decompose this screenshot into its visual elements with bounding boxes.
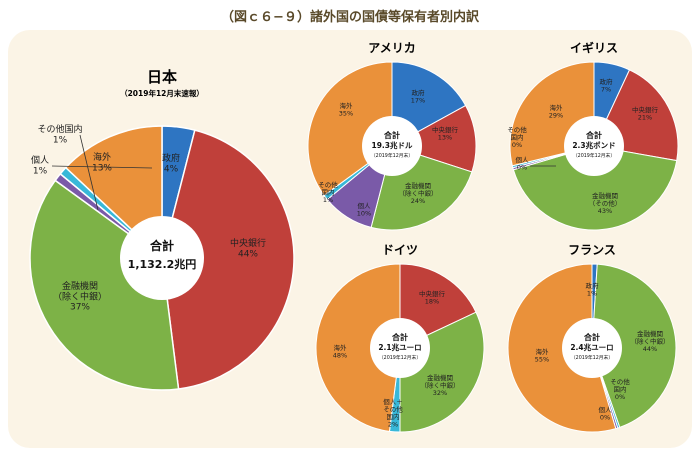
slice-label-central: 中央銀行 13% [432, 125, 459, 141]
donut-hole [362, 116, 422, 176]
donut-hole [370, 318, 430, 378]
slice-label-financial: 金融機関（その他） 43% [589, 191, 622, 215]
pie-slice-financial [29, 179, 180, 391]
chart-title: イギリス [570, 40, 618, 55]
slice-label-gov: 政府 1% [586, 281, 600, 297]
total-label: 合計 [585, 130, 602, 140]
total-value: 2.3兆ポンド [572, 140, 615, 150]
slice-label-central: 中央銀行 18% [419, 289, 446, 305]
donut-hole [120, 216, 204, 300]
pie-chart-3: 中央銀行 18% 金融機関（除く中銀） 32% 個人＋その他国内 2% 海外 48% ドイツ合計… [315, 243, 485, 433]
slice-label-gov: 政府 7% [600, 77, 614, 93]
slice-label-individual: 個人 0% [599, 405, 613, 421]
total-label: 合計 [150, 238, 174, 253]
slice-label-gov: 政府 4% [162, 152, 180, 174]
total-value: 19.3兆ドル [371, 140, 413, 150]
slice-label-financial: 金融機関（除く中銀） 24% [399, 181, 438, 205]
leader-line-individual [51, 165, 153, 169]
slice-label-financial: 金融機関（除く中銀） 44% [631, 329, 670, 353]
pie-slice-financial [512, 145, 678, 231]
slice-label-individual: 個人 1% [31, 154, 49, 176]
pie-chart-2: 政府 7% 中央銀行 21% 金融機関（その他） 43% 個人 0% その他国内 0% 海外 29% イ… [507, 40, 679, 231]
total-value: 2.4兆ユーロ [570, 342, 613, 352]
pie-slice-foreign [315, 263, 401, 432]
total-label: 合計 [383, 130, 400, 140]
chart-title: フランス [568, 243, 616, 257]
slice-label-financial: 金融機関（除く中銀） 37% [53, 280, 107, 313]
donut-hole [564, 116, 624, 176]
slice-label-foreign: 海外 13% [92, 151, 112, 173]
chart-subtitle: （2019年12月末速報） [120, 88, 204, 98]
slice-label-foreign: 海外 35% [339, 101, 353, 117]
center-note: （2019年12月末） [371, 152, 413, 159]
slice-label-foreign: 海外 48% [333, 343, 347, 359]
slice-label-central: 中央銀行 44% [230, 237, 266, 259]
chart-title: ドイツ [382, 243, 418, 257]
pie-slice-central [390, 104, 477, 173]
pie-slice-financial [591, 263, 677, 428]
slice-label-other_domestic: 個人＋その他国内 2% [383, 397, 403, 428]
total-label: 合計 [391, 332, 408, 342]
pie-slice-foreign [307, 61, 393, 197]
slice-label-gov: 政府 17% [411, 88, 425, 104]
slice-label-other_domestic: その他国内 1% [318, 180, 338, 204]
total-value: 1,132.2兆円 [128, 257, 197, 271]
slice-label-other_domestic: その他国内 0% [610, 377, 630, 401]
pie-chart-4: 政府 1% 金融機関（除く中銀） 44% その他国内 0% 個人 0% 海外 55% フランス合計2… [507, 243, 677, 433]
slice-label-other_domestic: その他国内 1% [37, 123, 82, 145]
pie-chart-0: 政府 4% 中央銀行 44% 金融機関（除く中銀） 37% 個人 1% その他国内 1% 海外 13%… [29, 68, 295, 391]
chart-title: アメリカ [368, 41, 415, 55]
donut-hole [562, 318, 622, 378]
slice-label-other_domestic: その他国内 0% [507, 125, 527, 149]
slice-label-individual: 個人 0% [516, 155, 530, 171]
chart-title: 日本 [147, 68, 177, 86]
slice-label-individual: 個人 10% [357, 201, 371, 217]
center-note: （2019年12月末） [573, 152, 615, 159]
pie-chart-1: 政府 17% 中央銀行 13% 金融機関（除く中銀） 24% 個人 10% その他国内 1% 海外 3… [307, 41, 477, 231]
total-value: 2.1兆ユーロ [378, 342, 421, 352]
center-note: （2019年12月末） [571, 354, 613, 361]
center-note: （2019年12月末） [379, 354, 421, 361]
total-label: 合計 [583, 332, 600, 342]
slice-label-central: 中央銀行 21% [632, 105, 659, 121]
slice-label-foreign: 海外 29% [549, 103, 563, 119]
pie-slice-central [161, 129, 295, 390]
figure-title: （図ｃ６−９）諸外国の国債等保有者別内訳 [221, 10, 479, 25]
leader-line-other_domestic [79, 134, 99, 211]
slice-label-foreign: 海外 55% [535, 347, 549, 363]
slice-label-financial: 金融機関（除く中銀） 32% [421, 373, 460, 397]
pie-slice-foreign [507, 263, 617, 433]
